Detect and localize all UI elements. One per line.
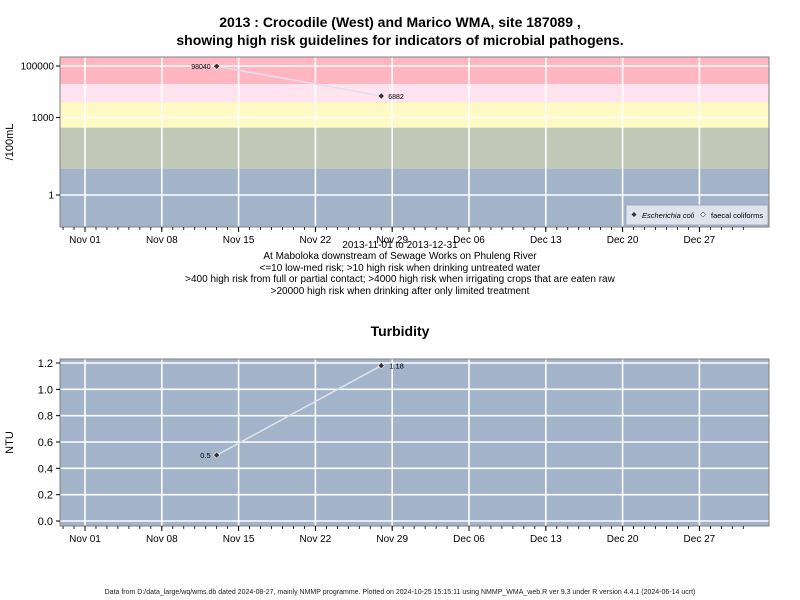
- y-axis-label: NTU: [4, 431, 16, 454]
- x-tick-label: Dec 20: [607, 534, 639, 545]
- x-tick-label: Dec 27: [684, 534, 716, 545]
- legend: Escherichia coli faecal coliforms: [625, 204, 769, 226]
- risk-band-above-20000: [60, 57, 769, 85]
- ecoli-series-line: [216, 65, 382, 97]
- data-source-footer: Data from D:/data_large/wq/wms.db dated …: [104, 589, 696, 596]
- y-tick-label: 1000: [32, 113, 55, 124]
- risk-band-400-4000: [60, 102, 769, 128]
- ecoli-data-point: [377, 92, 385, 100]
- y-tick-label: 1.0: [38, 384, 53, 396]
- turbidity-data-label: 0.5: [200, 451, 210, 460]
- turbidity-series-line: [216, 364, 382, 456]
- x-tick-label: Nov 08: [146, 534, 178, 545]
- x-tick-label: Nov 01: [69, 534, 101, 545]
- ecoli-data-label: 6882: [388, 94, 404, 101]
- x-tick-label: Nov 29: [376, 534, 408, 545]
- x-tick-label: Nov 01: [69, 235, 101, 246]
- site-location-label: At Maboloka downstream of Sewage Works o…: [263, 251, 537, 263]
- y-tick-label: 0.4: [38, 463, 53, 475]
- y-axis-label: /100mL: [4, 124, 16, 161]
- risk-band-10-400: [60, 127, 769, 170]
- y-tick-label: 1.2: [38, 358, 53, 370]
- chart-subtitle: 2013-11-01 to 2013-12-31 At Maboloka dow…: [0, 240, 800, 297]
- x-tick-label: Nov 15: [223, 235, 255, 246]
- x-tick-label: Nov 08: [146, 235, 178, 246]
- ecoli-data-point: [213, 62, 221, 70]
- x-tick-label: Dec 13: [530, 235, 562, 246]
- risk-guideline-3: >20000 high risk when drinking after onl…: [270, 285, 530, 297]
- x-tick-label: Nov 22: [300, 534, 332, 545]
- y-tick-label: 1: [48, 191, 54, 202]
- x-tick-label: Nov 22: [300, 235, 332, 246]
- y-tick-label: 0.0: [38, 516, 53, 528]
- risk-guideline-2: >400 high risk from full or partial cont…: [185, 274, 615, 286]
- y-tick-label: 0.2: [38, 490, 53, 502]
- chart-title-line-1: 2013 : Crocodile (West) and Marico WMA, …: [219, 14, 581, 30]
- legend-label-ecoli: Escherichia coli: [642, 211, 694, 220]
- x-tick-label: Dec 06: [453, 534, 485, 545]
- x-tick-label: Nov 15: [223, 534, 255, 545]
- chart-title-line-2: showing high risk guidelines for indicat…: [176, 32, 624, 48]
- risk-band-4000-20000: [60, 84, 769, 103]
- legend-box: [625, 204, 769, 226]
- ecoli-data-label: 98040: [191, 64, 211, 71]
- legend-label-faecal: faecal coliforms: [711, 211, 763, 220]
- turbidity-data-label: 1.18: [389, 362, 404, 371]
- x-tick-label: Nov 29: [376, 235, 408, 246]
- turbidity-data-point: [377, 362, 385, 370]
- x-tick-label: Dec 20: [607, 235, 639, 246]
- x-tick-label: Dec 27: [684, 235, 716, 246]
- x-tick-label: Dec 06: [453, 235, 485, 246]
- legend-marker-faecal: [700, 211, 706, 218]
- turbidity-chart-title: Turbidity: [370, 323, 430, 339]
- x-tick-label: Dec 13: [530, 534, 562, 545]
- legend-marker-ecoli: [631, 212, 637, 217]
- y-tick-label: 0.6: [38, 437, 53, 449]
- turbidity-data-point: [213, 451, 221, 459]
- date-range-label: 2013-11-01 to 2013-12-31: [342, 240, 458, 251]
- y-tick-label: 0.8: [38, 411, 53, 423]
- risk-guideline-1: <=10 low-med risk; >10 high risk when dr…: [259, 262, 541, 274]
- y-tick-label: 100000: [21, 62, 55, 73]
